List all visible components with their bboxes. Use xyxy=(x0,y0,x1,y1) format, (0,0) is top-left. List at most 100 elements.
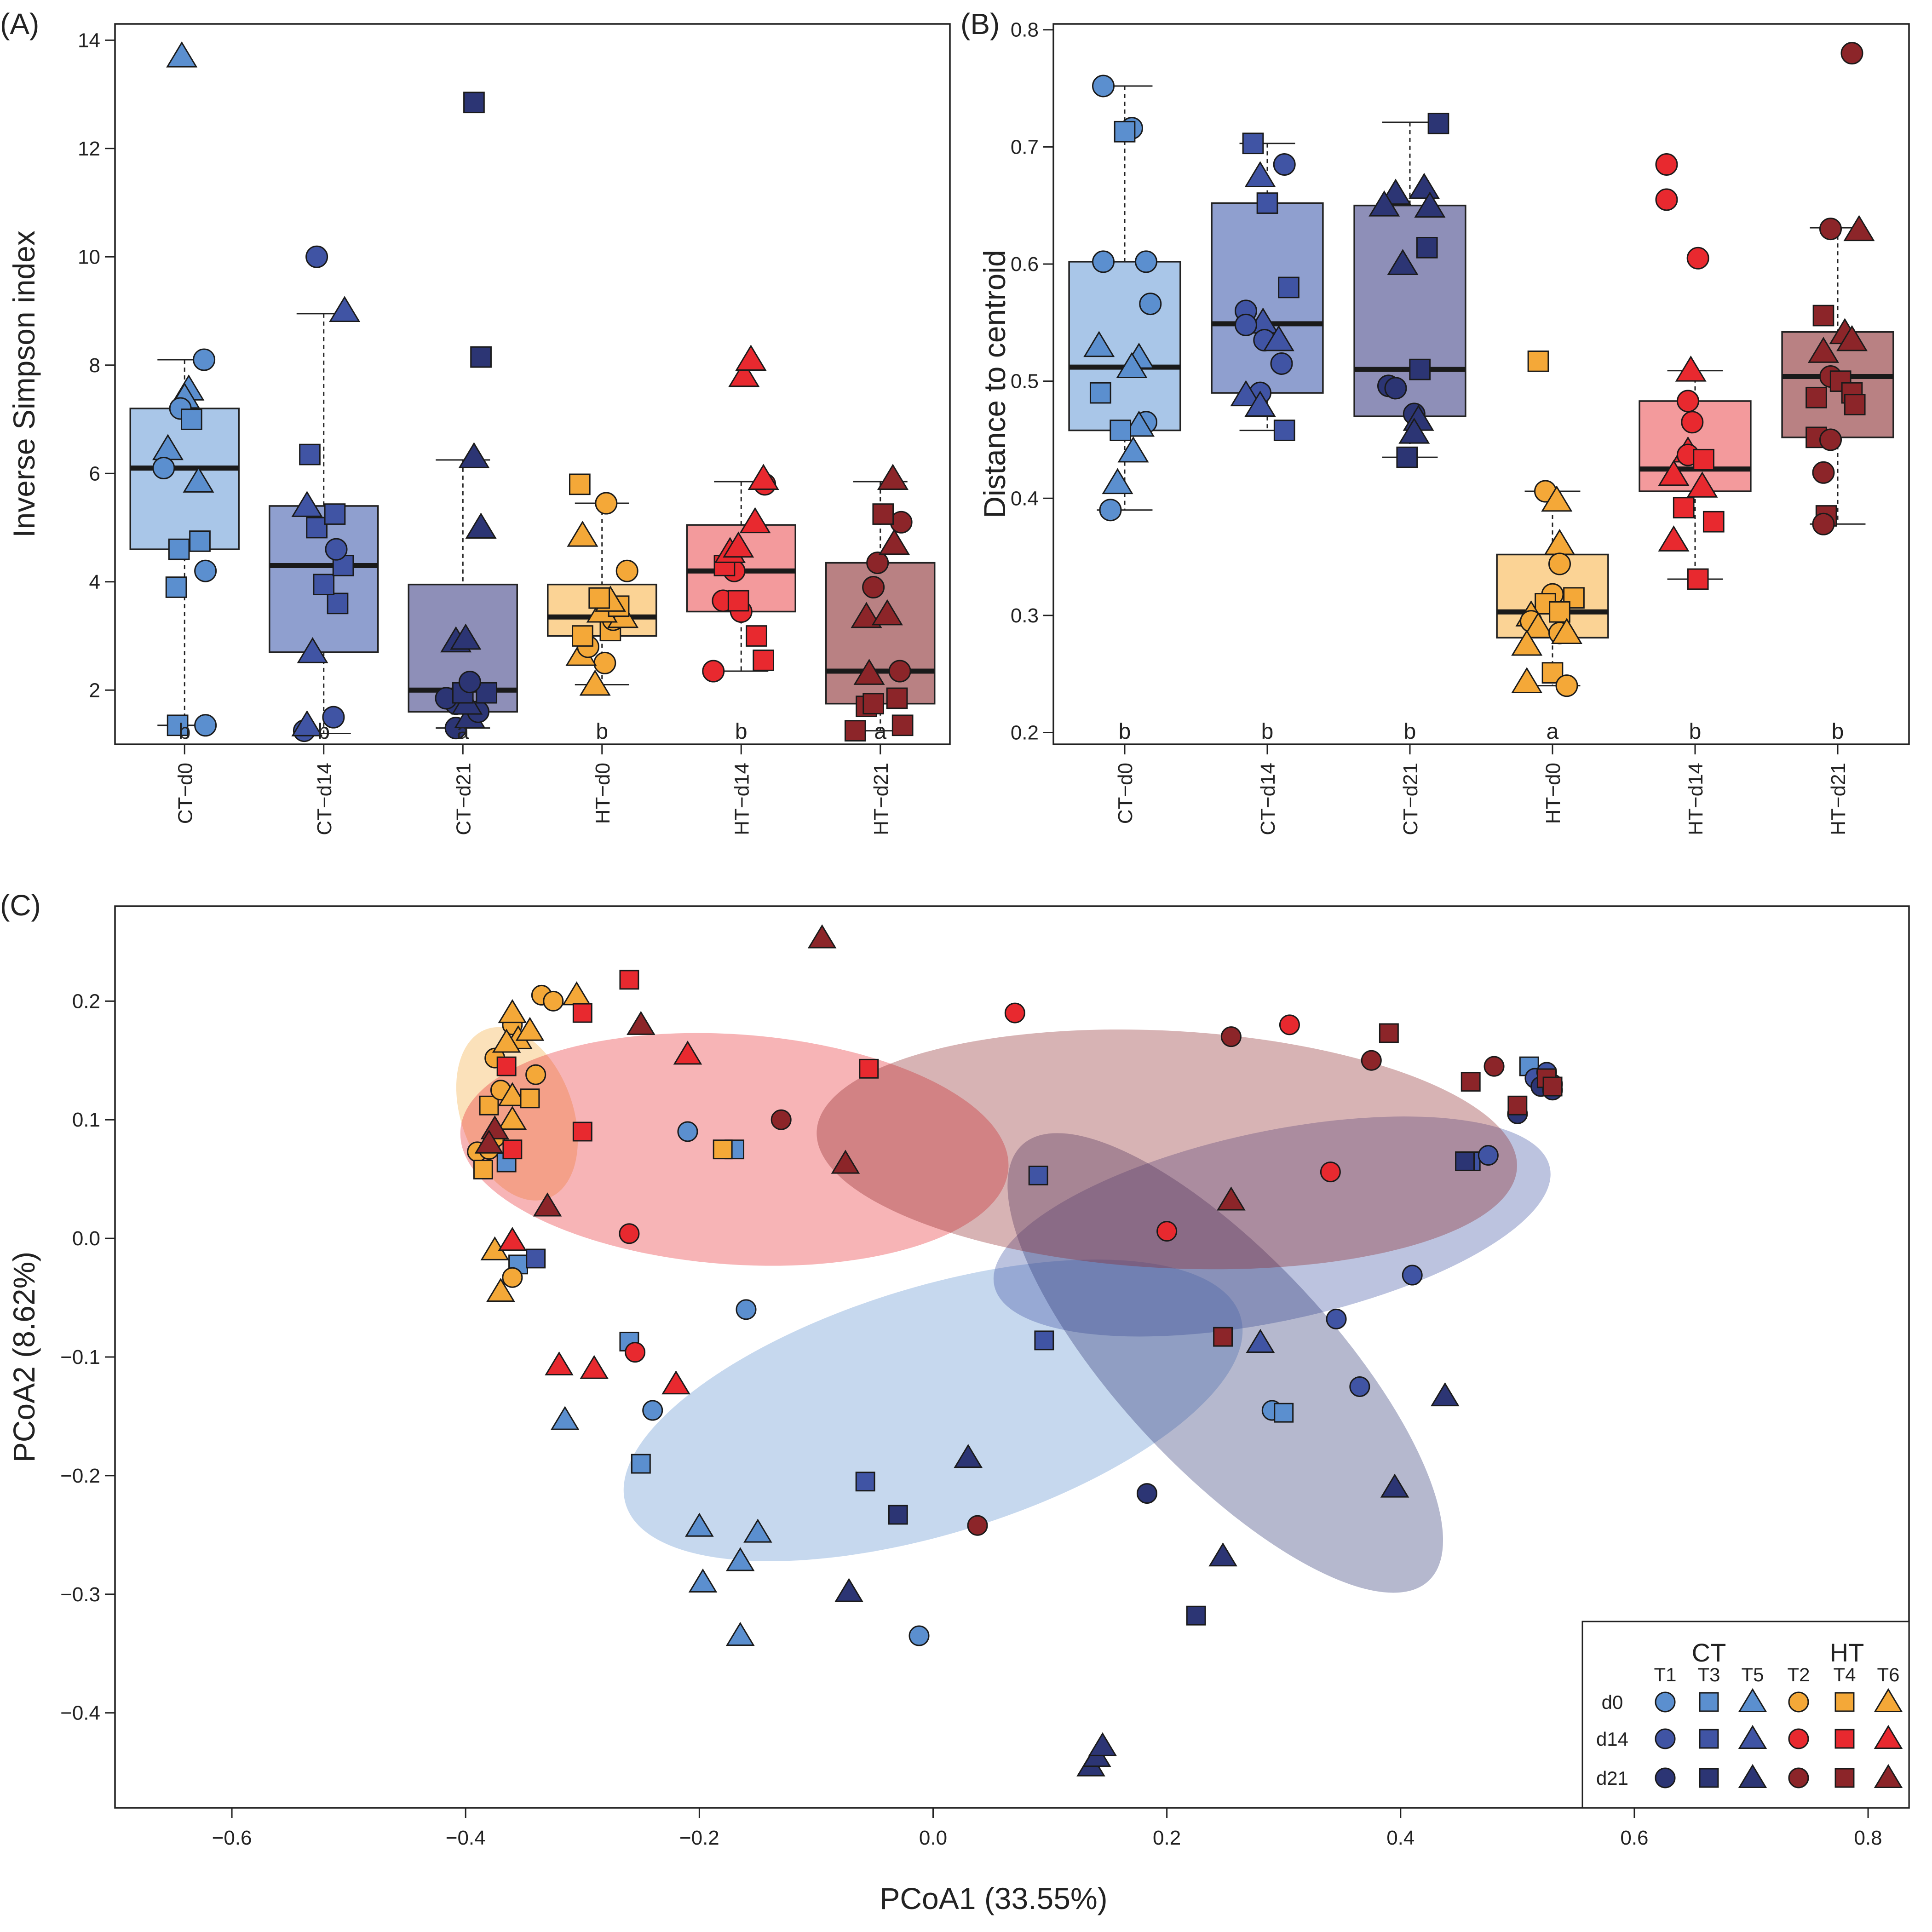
data-point-square xyxy=(1416,237,1438,259)
data-point-triangle xyxy=(739,507,771,534)
data-point-triangle xyxy=(498,1105,527,1130)
legend-column-label: T5 xyxy=(1741,1664,1764,1685)
box-iqr xyxy=(1211,202,1324,394)
data-point-triangle xyxy=(579,669,611,696)
data-point-square xyxy=(1089,382,1111,404)
y-tick-label: 0.8 xyxy=(1011,19,1039,41)
data-point-triangle xyxy=(743,1518,772,1543)
data-point-triangle xyxy=(486,1277,515,1302)
data-point-square xyxy=(189,530,211,552)
panel-label-a: (A) xyxy=(0,7,39,40)
box-HT-d14 xyxy=(686,345,796,683)
data-point-circle xyxy=(770,1109,792,1130)
plot-frame xyxy=(114,23,951,745)
legend-marker-triangle xyxy=(1738,1764,1767,1788)
box-iqr xyxy=(1068,261,1181,431)
data-point-circle xyxy=(1273,153,1296,176)
panel-b-distance-to-centroid: 0.2 0.3 0.4 0.5 0.6 0.7 0.8 Distance to centroi… xyxy=(978,19,1910,835)
data-point-circle xyxy=(677,1121,698,1142)
data-point-circle xyxy=(595,492,618,515)
data-point-circle xyxy=(525,1064,546,1085)
data-point-square xyxy=(619,970,639,990)
data-point-square xyxy=(872,503,894,525)
legend-marker-square xyxy=(1699,1692,1719,1712)
legend-marker-circle xyxy=(1655,1767,1676,1788)
data-point-triangle xyxy=(1551,618,1583,644)
data-point-triangle xyxy=(728,361,760,387)
significance-letter: b xyxy=(1404,719,1416,744)
data-point-square xyxy=(299,443,321,466)
data-point-circle xyxy=(194,714,217,737)
x-axis-label: PCoA1 (33.55%) xyxy=(880,1881,1107,1915)
box-HT-d21 xyxy=(1781,42,1894,535)
data-point-square xyxy=(470,346,492,368)
data-point-square xyxy=(888,1505,908,1525)
legend-marker-circle xyxy=(1788,1767,1809,1788)
data-point-square xyxy=(181,408,202,430)
data-point-triangle xyxy=(627,1011,656,1035)
data-point-circle xyxy=(1655,188,1678,211)
data-point-square xyxy=(1527,350,1549,372)
data-point-triangle xyxy=(498,1227,527,1251)
data-point-triangle xyxy=(1380,1473,1409,1498)
significance-letter: a xyxy=(874,719,886,744)
data-point-square xyxy=(463,92,485,114)
data-point-circle xyxy=(1812,512,1835,535)
data-point-circle xyxy=(502,1267,523,1288)
data-point-square xyxy=(713,1139,733,1160)
points-HT-d14 xyxy=(496,970,1341,1395)
data-point-square xyxy=(1693,448,1714,471)
data-point-triangle xyxy=(1387,249,1419,275)
significance-letter: a xyxy=(1547,719,1559,744)
legend: CT HT T1 T3 T5 T2 T4 T6 d0 d14 d21 xyxy=(1581,1621,1910,1809)
data-point-square xyxy=(713,555,736,576)
data-point-circle xyxy=(193,348,216,371)
data-point-circle xyxy=(152,457,175,480)
data-point-circle xyxy=(1326,1308,1347,1329)
data-point-circle xyxy=(1220,1026,1242,1047)
data-point-square xyxy=(1507,1095,1528,1116)
box-HT-d14 xyxy=(1639,153,1752,590)
data-point-triangle xyxy=(1843,215,1875,242)
data-point-square xyxy=(496,1056,517,1076)
significance-letter: b xyxy=(178,719,191,744)
y-tick-label: 0.2 xyxy=(1011,722,1039,744)
data-point-square xyxy=(855,1472,875,1492)
data-point-circle xyxy=(1270,352,1293,375)
data-point-square xyxy=(165,576,187,598)
legend-marker-triangle xyxy=(1874,1764,1903,1788)
legend-column-label: T2 xyxy=(1787,1664,1810,1685)
x-tick-label: CT−d21 xyxy=(452,763,475,835)
data-point-triangle xyxy=(498,1082,527,1106)
x-tick-label: CT−d0 xyxy=(174,763,196,824)
legend-marker-square xyxy=(1834,1768,1855,1788)
y-tick-label: 2 xyxy=(89,679,100,702)
data-point-circle xyxy=(1099,499,1122,522)
data-point-square xyxy=(1460,1072,1481,1092)
y-tick-label: −0.2 xyxy=(60,1465,100,1487)
data-point-circle xyxy=(1686,247,1709,270)
panel-label-b: (B) xyxy=(960,7,1000,40)
data-point-triangle xyxy=(183,466,214,493)
x-tick-label: 0.2 xyxy=(1153,1827,1181,1849)
y-tick-label: 0.7 xyxy=(1011,136,1039,158)
data-point-square xyxy=(1541,662,1564,684)
legend-marker-triangle xyxy=(1874,1725,1903,1749)
legend-column-label: T1 xyxy=(1654,1664,1676,1685)
data-point-square xyxy=(844,720,866,742)
data-point-triangle xyxy=(1522,612,1554,638)
data-point-circle xyxy=(322,706,345,729)
data-point-triangle xyxy=(851,602,882,628)
box-HT-d0 xyxy=(1496,350,1609,697)
legend-marker-circle xyxy=(1788,1691,1809,1713)
data-point-circle xyxy=(1677,390,1699,413)
data-point-square xyxy=(1806,386,1827,408)
data-point-square xyxy=(473,1160,493,1179)
data-point-circle xyxy=(543,990,564,1012)
data-point-triangle xyxy=(1244,161,1276,187)
panel-label-c: (C) xyxy=(0,889,41,922)
data-point-square xyxy=(746,625,767,647)
panel-a-inverse-simpson: 2 4 6 8 10 12 14 Inverse Simpson index CT−d0 CT−d… xyxy=(7,23,951,835)
data-point-triangle xyxy=(685,1512,714,1537)
data-point-triangle xyxy=(877,464,909,490)
